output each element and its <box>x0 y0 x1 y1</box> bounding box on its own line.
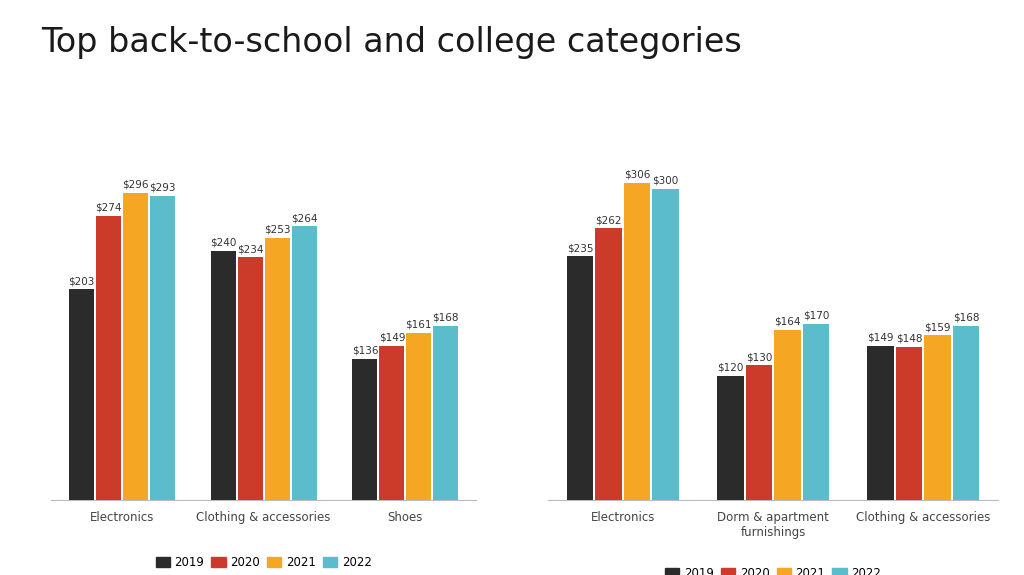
Legend: 2019, 2020, 2021, 2022: 2019, 2020, 2021, 2022 <box>660 562 886 575</box>
Bar <box>264 237 290 500</box>
Text: $164: $164 <box>774 317 801 327</box>
Bar <box>896 347 923 500</box>
Text: Top back-to-school and college categories: Top back-to-school and college categorie… <box>41 26 741 59</box>
Bar <box>96 216 121 500</box>
Bar <box>925 335 951 500</box>
Bar <box>292 226 316 500</box>
Text: $148: $148 <box>896 334 923 343</box>
Bar <box>867 346 894 500</box>
Text: $264: $264 <box>291 213 317 223</box>
Text: $136: $136 <box>351 346 378 356</box>
Bar <box>150 196 175 500</box>
Text: $240: $240 <box>210 238 237 248</box>
Text: NRF: NRF <box>18 543 59 561</box>
Bar <box>595 228 622 500</box>
Bar <box>624 183 650 500</box>
Text: $130: $130 <box>745 352 772 362</box>
Bar <box>652 189 679 500</box>
Bar <box>70 289 94 500</box>
Bar <box>745 365 772 500</box>
Bar <box>433 326 458 500</box>
Text: $161: $161 <box>406 320 432 330</box>
Bar <box>407 333 431 500</box>
Text: $149: $149 <box>867 332 894 343</box>
Text: Source: NRF and Prosper Insights & Analytics: Source: NRF and Prosper Insights & Analy… <box>716 545 998 558</box>
Text: $170: $170 <box>803 310 829 321</box>
Bar <box>953 326 979 500</box>
Bar <box>774 330 801 500</box>
Bar <box>211 251 236 500</box>
Bar <box>717 375 743 500</box>
Text: $159: $159 <box>925 322 951 332</box>
Bar <box>567 256 593 500</box>
Bar <box>123 193 148 500</box>
Text: $203: $203 <box>69 277 95 286</box>
Text: Back-to-School: Back-to-School <box>176 65 351 85</box>
Legend: 2019, 2020, 2021, 2022: 2019, 2020, 2021, 2022 <box>151 551 377 573</box>
Text: $120: $120 <box>717 363 743 373</box>
Text: National
Retail
Federation: National Retail Federation <box>70 540 106 563</box>
Text: $253: $253 <box>264 224 291 235</box>
Text: $234: $234 <box>237 244 263 254</box>
Text: Back-to-College: Back-to-College <box>681 65 865 85</box>
Text: $235: $235 <box>567 243 593 253</box>
Text: $168: $168 <box>953 313 979 323</box>
Text: $293: $293 <box>150 183 176 193</box>
Bar <box>379 346 404 500</box>
Bar <box>352 359 378 500</box>
Text: $262: $262 <box>595 215 622 225</box>
Text: $149: $149 <box>379 332 406 343</box>
Text: $306: $306 <box>624 170 650 179</box>
Text: $274: $274 <box>95 202 122 213</box>
Bar <box>803 324 829 500</box>
Text: $296: $296 <box>122 180 148 190</box>
Bar <box>238 258 263 500</box>
Text: $300: $300 <box>652 176 679 186</box>
Text: $168: $168 <box>432 313 459 323</box>
